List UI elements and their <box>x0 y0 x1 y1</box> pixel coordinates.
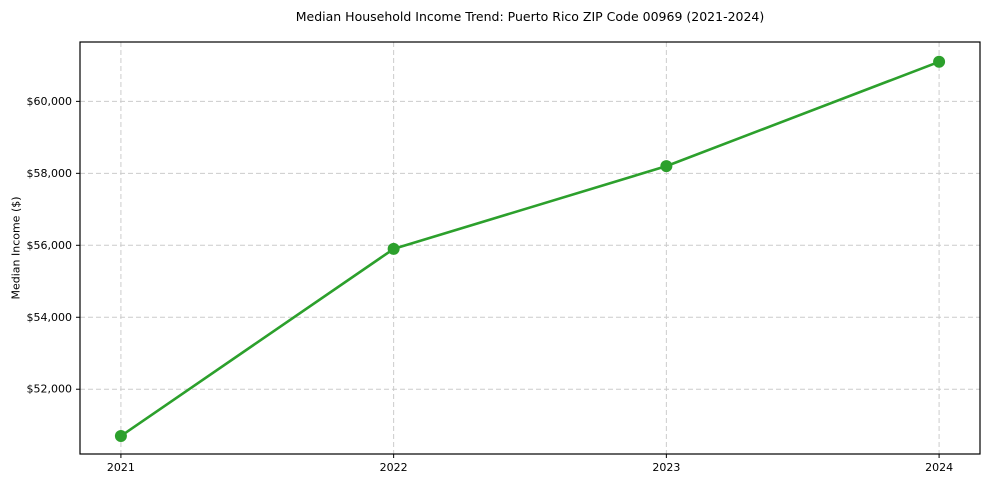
y-tick-label: $60,000 <box>27 95 73 108</box>
data-point-marker <box>387 242 400 255</box>
y-tick-label: $52,000 <box>27 383 73 396</box>
data-point-marker <box>933 55 946 68</box>
x-tick-label: 2021 <box>107 461 135 474</box>
data-point-marker <box>660 160 673 173</box>
trend-line <box>119 60 941 438</box>
y-tick-label: $54,000 <box>27 311 73 324</box>
plot-frame <box>79 41 981 455</box>
x-tick-label: 2023 <box>652 461 680 474</box>
data-point-marker <box>114 430 127 443</box>
chart-title: Median Household Income Trend: Puerto Ri… <box>295 9 765 24</box>
y-tick-label: $58,000 <box>27 167 73 180</box>
y-tick-label: $56,000 <box>27 239 73 252</box>
x-tick-label: 2022 <box>380 461 408 474</box>
x-tick-label: 2024 <box>925 461 953 474</box>
